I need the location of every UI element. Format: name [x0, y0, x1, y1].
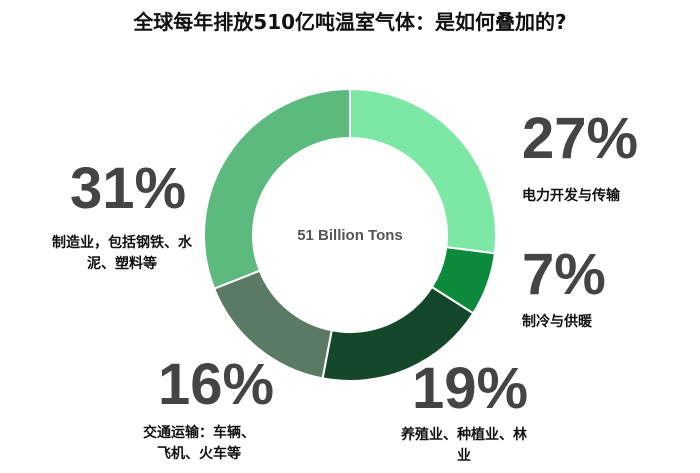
- value-label: 7%: [522, 242, 606, 307]
- category-label: 电力开发与传输: [522, 188, 620, 204]
- value-label: 19%: [412, 356, 529, 421]
- value-label: 27%: [522, 106, 639, 171]
- donut-segment: [430, 246, 496, 315]
- category-label: 制造业，包括钢铁、水泥、塑料等: [52, 235, 192, 272]
- donut-segment: [321, 285, 475, 382]
- value-label: 16%: [158, 352, 275, 417]
- center-text: 51 Billion Tons: [297, 227, 403, 244]
- category-label: 交通运输：车辆、飞机、火车等: [143, 425, 255, 462]
- chart-title: 全球每年排放510亿吨温室气体：是如何叠加的?: [133, 10, 567, 34]
- donut-segment: [203, 87, 351, 291]
- value-label: 31%: [70, 156, 187, 221]
- donut-segment: [349, 87, 497, 255]
- donut-segment: [212, 269, 333, 380]
- category-label: 制冷与供暖: [522, 314, 592, 330]
- category-label: 养殖业、种植业、林业: [401, 427, 527, 464]
